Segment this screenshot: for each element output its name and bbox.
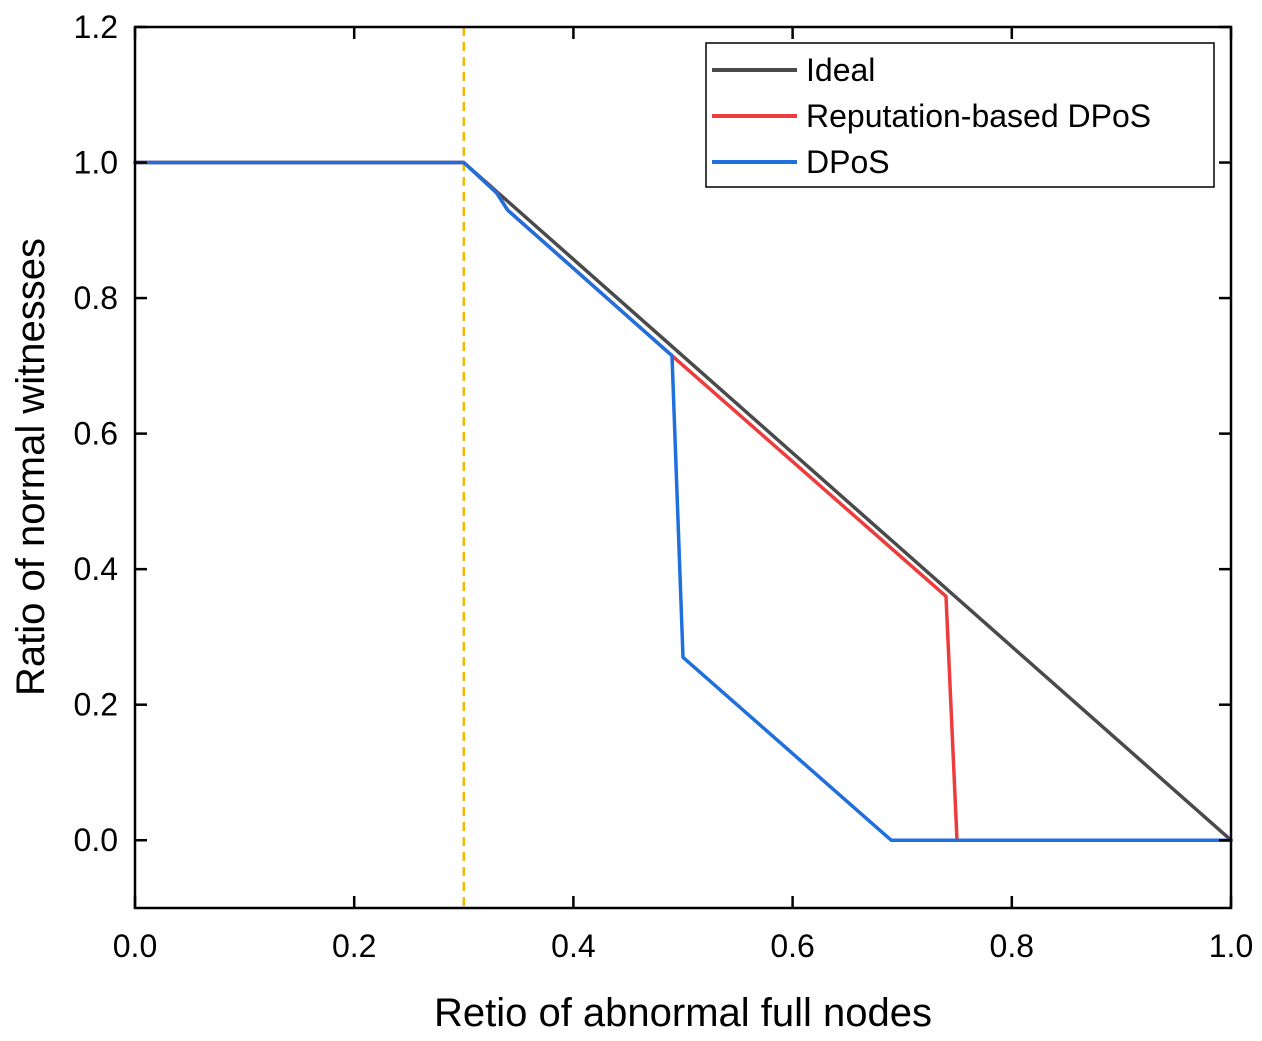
series-line-0 [133, 160, 1233, 842]
plot-frame [133, 25, 1233, 910]
y-tick-label: 0.4 [74, 551, 118, 587]
tick-layer: 0.0 0.2 0.4 0.6 0.8 1.0 0.0 0.2 0.4 0.6 0.8 1.0 1.2 [74, 9, 1254, 964]
y-tick-label: 1.2 [74, 9, 118, 45]
x-tick-label: 0.2 [332, 928, 376, 964]
legend-label-ideal: Ideal [806, 52, 875, 88]
series-line-1 [133, 160, 1233, 842]
y-tick-label: 0.0 [74, 822, 118, 858]
y-tick-label: 0.6 [74, 416, 118, 452]
y-tick-label: 0.8 [74, 280, 118, 316]
x-tick-label: 0.0 [113, 928, 157, 964]
y-tick-label: 0.2 [74, 687, 118, 723]
legend-label-reputation-dpos: Reputation-based DPoS [806, 98, 1151, 134]
y-tick-label: 1.0 [74, 145, 118, 181]
legend-label-dpos: DPoS [806, 144, 890, 180]
x-tick-label: 0.4 [551, 928, 595, 964]
legend: Ideal Reputation-based DPoS DPoS [705, 42, 1215, 188]
x-tick-label: 0.8 [990, 928, 1034, 964]
x-tick-label: 0.6 [770, 928, 814, 964]
x-axis-label: Retio of abnormal full nodes [434, 991, 932, 1035]
series-line-2 [133, 160, 1233, 842]
y-axis-label: Ratio of normal witnesses [9, 238, 53, 696]
x-tick-label: 1.0 [1209, 928, 1253, 964]
series-layer [133, 160, 1233, 842]
